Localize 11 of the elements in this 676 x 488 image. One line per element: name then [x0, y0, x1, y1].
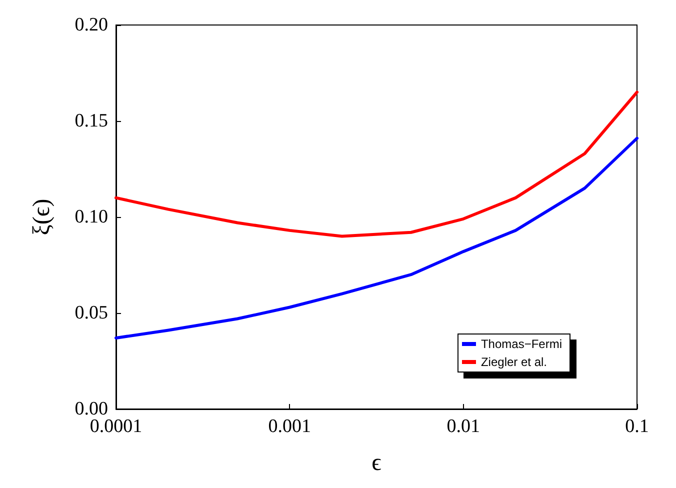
- y-tick-label: 0.10: [74, 206, 108, 228]
- x-tick-label: 0.001: [268, 416, 312, 437]
- legend-label: Ziegler et al.: [480, 355, 548, 369]
- x-tick-label: 0.01: [446, 416, 480, 437]
- y-tick-label: 0.20: [74, 14, 108, 36]
- y-tick-label: 0.15: [74, 110, 108, 132]
- legend-label: Thomas−Fermi: [480, 337, 562, 351]
- x-tick-label: 0.1: [625, 416, 649, 437]
- y-tick-label: 0.05: [74, 302, 108, 324]
- y-axis-title: ξ(ϵ): [29, 198, 55, 236]
- x-axis-title: ϵ: [372, 450, 382, 476]
